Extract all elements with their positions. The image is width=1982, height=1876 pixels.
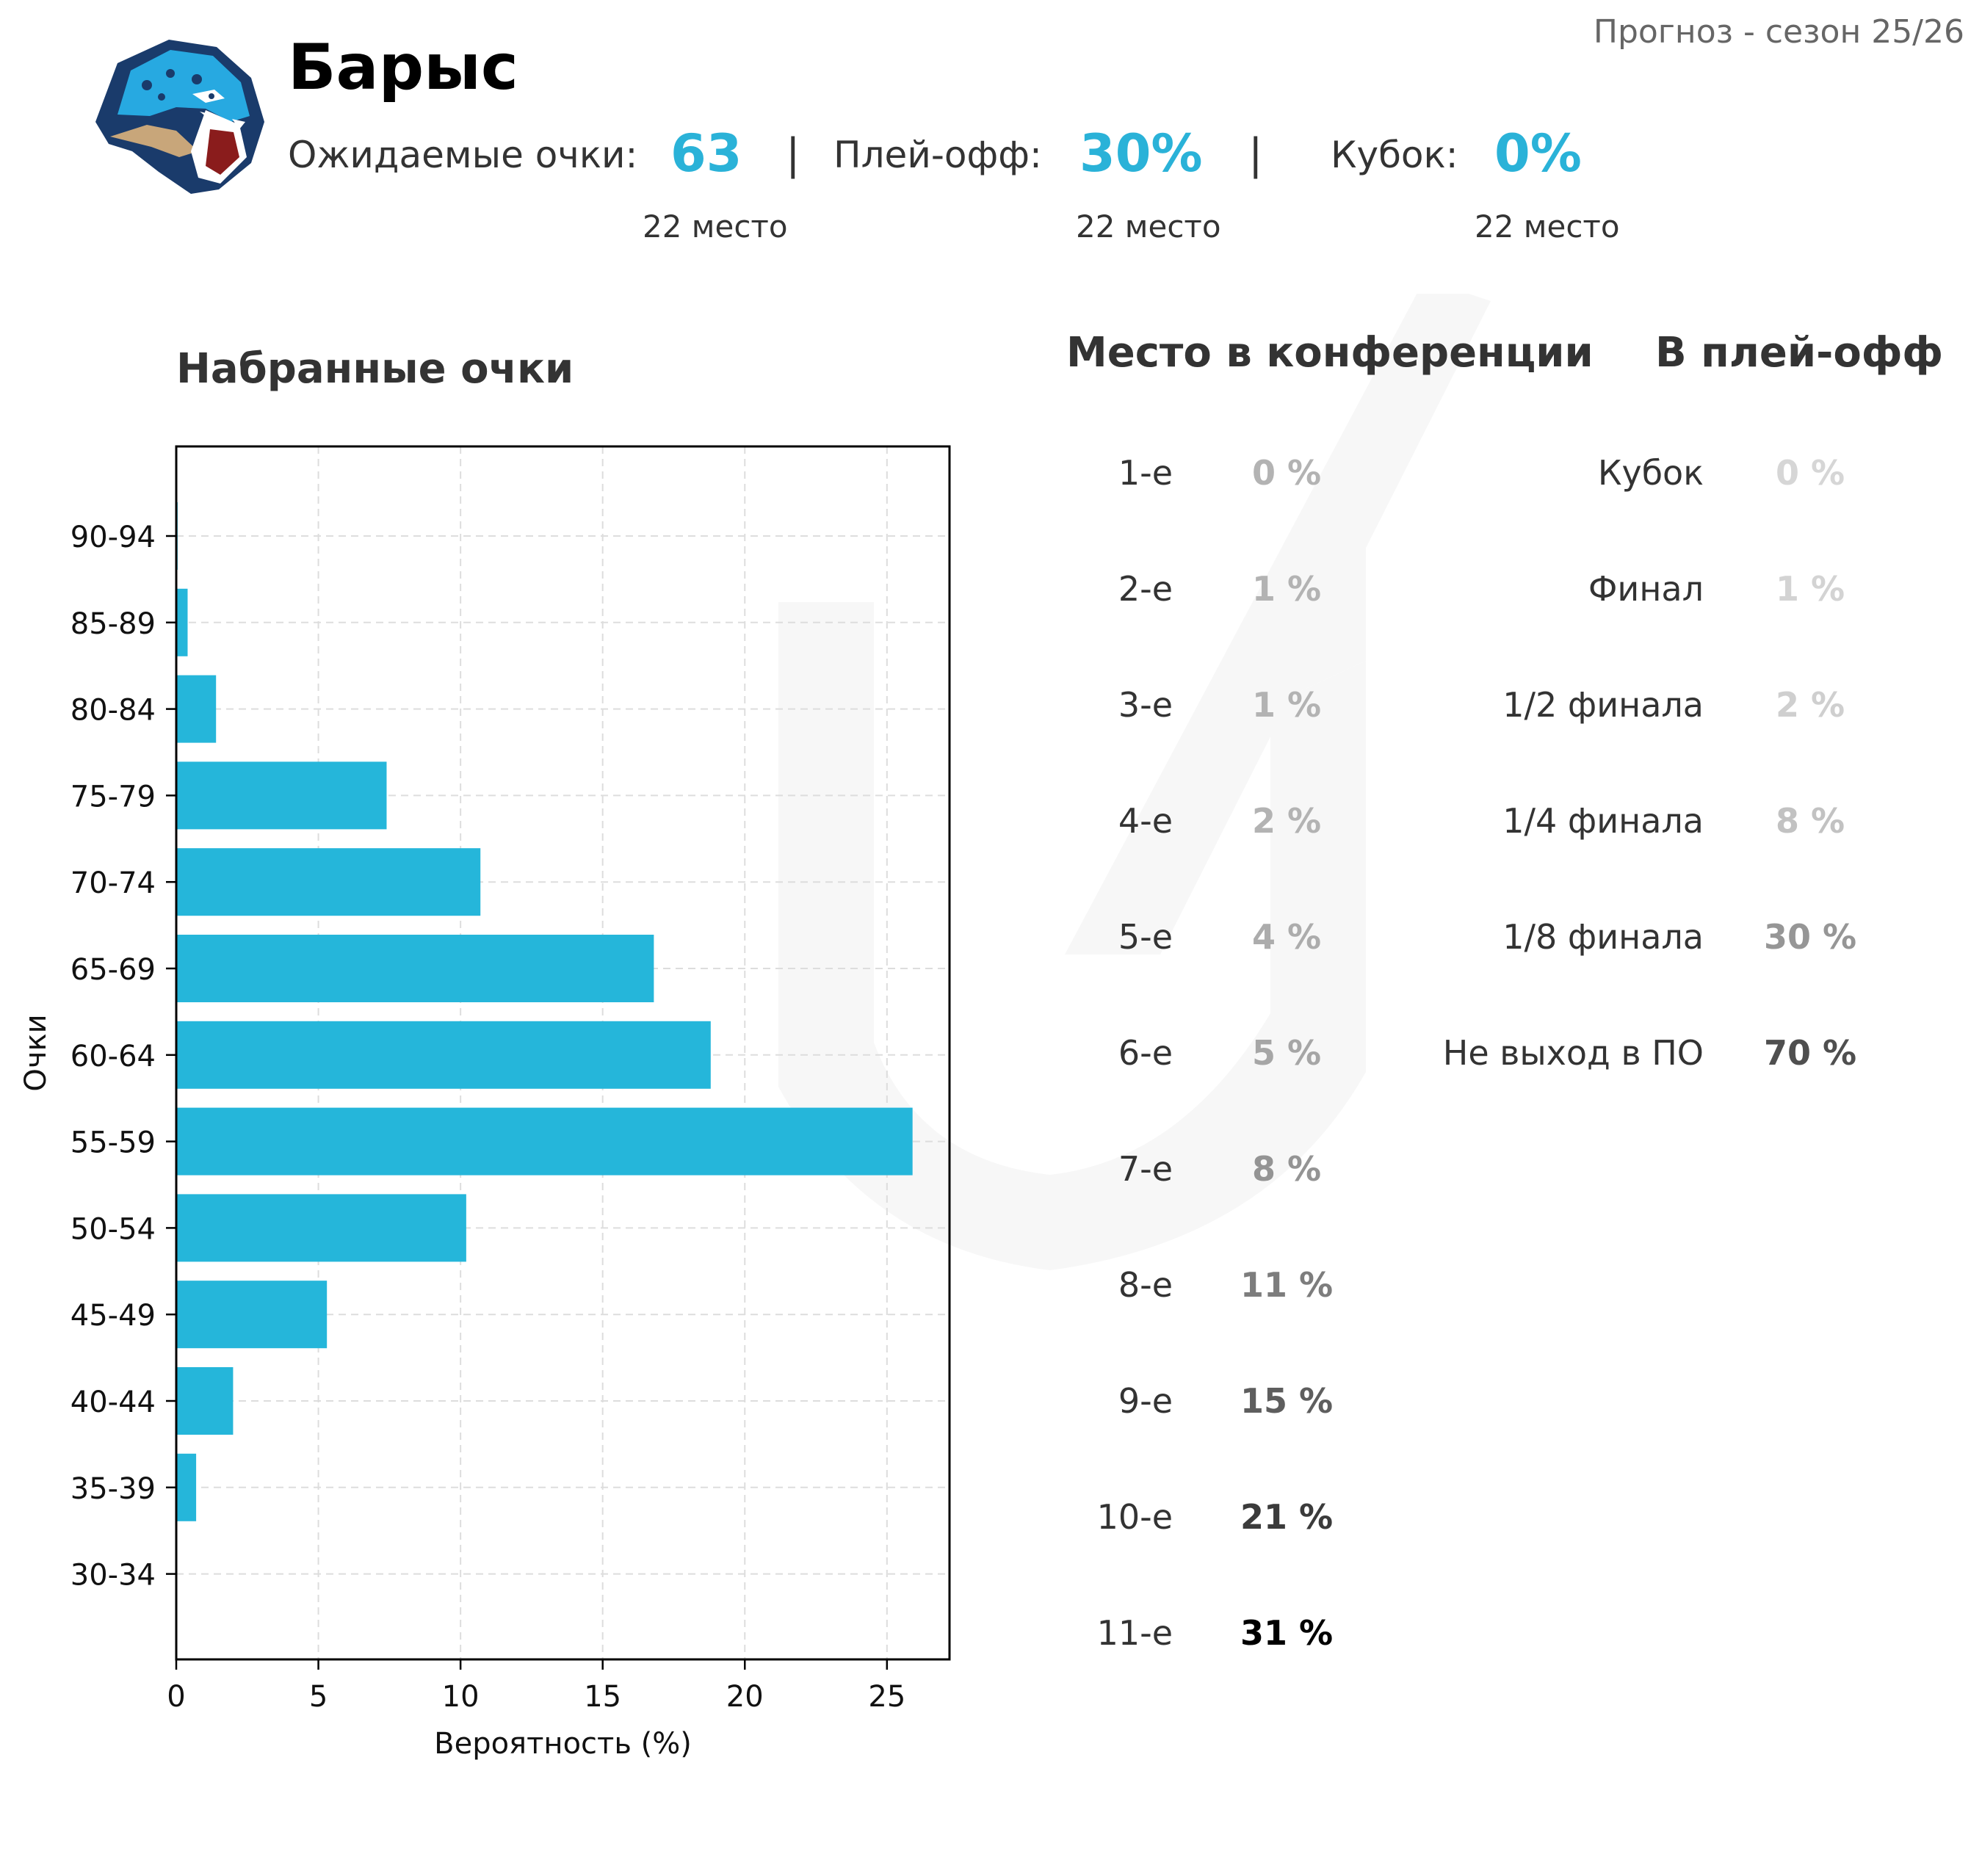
season-label: Прогноз - сезон 25/26	[1593, 13, 1964, 51]
y-tick-label: 30-34	[70, 1559, 156, 1593]
bar	[176, 1194, 466, 1262]
playoff-stage-value: 70 %	[1763, 1033, 1857, 1073]
playoff-stage-value: 8 %	[1775, 801, 1845, 841]
bar	[176, 935, 654, 1002]
y-tick-label: 45-49	[70, 1299, 156, 1333]
playoff-stage-label: 1/8 финала	[1502, 917, 1704, 957]
x-tick-label: 15	[584, 1680, 621, 1714]
bar	[176, 1453, 197, 1521]
conference-place-value: 4 %	[1251, 917, 1322, 957]
conference-place-label: 6-е	[1118, 1033, 1173, 1073]
bar	[176, 1107, 913, 1176]
y-tick-label: 85-89	[70, 607, 156, 641]
y-axis-label: Очки	[19, 1014, 53, 1091]
cup-rank: 22 место	[1475, 209, 1620, 245]
expected-points-rank: 22 место	[643, 209, 788, 245]
x-axis-label: Вероятность (%)	[434, 1727, 692, 1761]
playoff-stage-value: 30 %	[1763, 917, 1857, 957]
conference-place-value: 15 %	[1240, 1381, 1334, 1421]
conference-place-value: 31 %	[1240, 1613, 1334, 1653]
playoff-stage-label: Не выход в ПО	[1442, 1033, 1704, 1073]
y-tick-label: 65-69	[70, 953, 156, 987]
x-tick-label: 25	[868, 1680, 905, 1714]
expected-points-label: Ожидаемые очки:	[288, 134, 638, 176]
y-tick-label: 35-39	[70, 1472, 156, 1506]
cup-value: 0%	[1494, 123, 1582, 184]
y-tick-label: 90-94	[70, 521, 156, 554]
bar	[176, 1021, 711, 1089]
conference-place-value: 8 %	[1251, 1149, 1322, 1189]
playoff-label: Плей-офф:	[833, 134, 1042, 176]
points-bar-chart: 90-94 85-89 80-84 75-79 70-74 65-69 60-64 55-59…	[19, 445, 951, 1761]
conference-title: Место в конференции	[1066, 329, 1594, 377]
conference-place-value: 21 %	[1240, 1497, 1334, 1537]
conference-place-label: 7-е	[1118, 1149, 1173, 1189]
y-tick-label: 80-84	[70, 694, 156, 728]
conference-place-label: 1-е	[1118, 453, 1173, 493]
conference-place-label: 2-е	[1118, 569, 1173, 609]
playoff-stage-label: Кубок	[1597, 453, 1704, 493]
conference-place-value: 0 %	[1251, 453, 1322, 493]
team-logo-icon	[95, 40, 264, 194]
x-tick-label: 10	[442, 1680, 480, 1714]
x-tick-label: 5	[309, 1680, 328, 1714]
conference-place-value: 2 %	[1251, 801, 1322, 841]
stat-separator: |	[786, 129, 800, 179]
bar	[176, 848, 481, 916]
playoff-stage-value: 2 %	[1775, 685, 1845, 725]
bar	[176, 1281, 328, 1349]
plot-frame	[175, 445, 951, 1661]
y-tick-label: 55-59	[70, 1126, 156, 1160]
y-tick-label: 50-54	[70, 1212, 156, 1246]
conference-place-value: 5 %	[1251, 1033, 1322, 1073]
conference-place-value: 1 %	[1251, 569, 1322, 609]
team-name: Барыс	[288, 31, 518, 104]
stat-separator: |	[1248, 129, 1263, 179]
x-tick-label: 0	[167, 1680, 185, 1714]
chart-title: Набранные очки	[176, 345, 574, 393]
y-tick-label: 75-79	[70, 780, 156, 814]
y-tick-label: 60-64	[70, 1040, 156, 1073]
playoff-title: В плей-офф	[1655, 329, 1943, 377]
playoff-rank: 22 место	[1076, 209, 1221, 245]
conference-place-label: 4-е	[1118, 801, 1173, 841]
conference-place-label: 5-е	[1118, 917, 1173, 957]
conference-place-label: 8-е	[1118, 1265, 1173, 1305]
conference-place-value: 1 %	[1251, 685, 1322, 725]
bar	[176, 675, 217, 743]
playoff-value: 30%	[1079, 123, 1203, 184]
bar	[176, 1367, 234, 1435]
cup-label: Кубок:	[1331, 134, 1458, 176]
conference-place-label: 11-е	[1096, 1613, 1173, 1653]
conference-place-label: 3-е	[1118, 685, 1173, 725]
playoff-stage-label: Финал	[1588, 569, 1704, 609]
playoff-stage-label: 1/4 финала	[1502, 801, 1704, 841]
x-tick-label: 20	[726, 1680, 764, 1714]
bar	[176, 588, 188, 656]
conference-place-label: 10-е	[1096, 1497, 1173, 1537]
expected-points-value: 63	[670, 123, 742, 184]
playoff-stage-value: 0 %	[1775, 453, 1845, 493]
conference-place-value: 11 %	[1240, 1265, 1334, 1305]
y-tick-label: 40-44	[70, 1386, 156, 1419]
playoff-stage-value: 1 %	[1775, 569, 1845, 609]
y-tick-label: 70-74	[70, 866, 156, 900]
conference-place-label: 9-е	[1118, 1381, 1173, 1421]
playoff-stage-label: 1/2 финала	[1502, 685, 1704, 725]
bar	[176, 761, 387, 830]
watermark-logo	[778, 294, 1491, 1270]
